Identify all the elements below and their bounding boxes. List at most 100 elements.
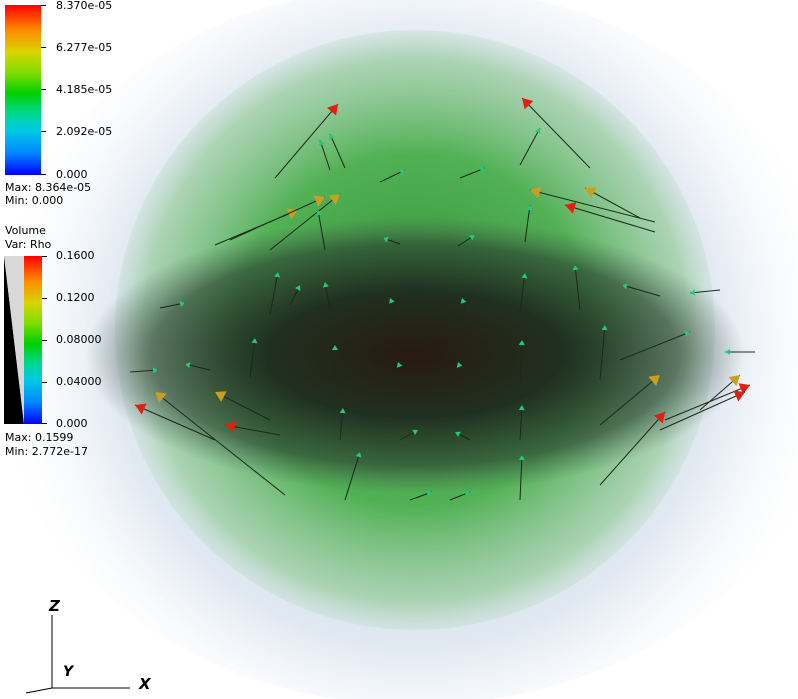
vector-arrowhead <box>315 210 322 216</box>
tick-mark <box>42 256 47 257</box>
vector-arrowhead <box>329 134 335 140</box>
volume-tick-label: 0.000 <box>56 417 88 430</box>
tick-mark <box>41 89 46 90</box>
vector-shaft <box>519 127 541 166</box>
vector-arrowhead <box>684 331 690 337</box>
vector-shaft <box>274 103 339 179</box>
tick-mark <box>41 47 46 48</box>
vector-shaft <box>574 264 581 311</box>
vector-glyphs <box>129 97 755 501</box>
vector-arrowhead <box>322 282 329 288</box>
vector-shaft <box>344 451 361 501</box>
vector-tick-label: 2.092e-05 <box>56 125 113 138</box>
vector-shaft <box>329 133 346 169</box>
vector-arrowhead <box>251 338 258 344</box>
volume-tick-label: 0.04000 <box>56 375 102 388</box>
vector-arrowhead <box>460 298 467 304</box>
vector-arrowhead <box>455 431 461 437</box>
vector-arrowhead <box>518 340 525 346</box>
vector-arrowhead <box>339 408 346 414</box>
vector-colorbar <box>5 5 41 175</box>
vector-arrowhead <box>399 169 405 175</box>
vector-arrowhead <box>318 140 325 146</box>
vector-arrowhead <box>412 429 418 436</box>
vector-shaft <box>229 196 326 241</box>
vector-arrowhead <box>738 383 750 395</box>
volume-tick-label: 0.08000 <box>56 333 102 346</box>
vector-tick-label: 4.185e-05 <box>56 83 113 96</box>
vector-arrowhead <box>469 235 475 241</box>
vector-shaft <box>524 204 531 243</box>
vector-arrowhead <box>328 194 340 205</box>
vector-arrowhead <box>225 420 236 433</box>
vector-arrowhead <box>135 403 147 415</box>
tick-mark <box>42 340 47 341</box>
vector-arrowhead <box>522 98 534 110</box>
vector-arrowhead <box>152 367 158 374</box>
vector-arrowhead <box>286 208 298 220</box>
vector-shaft <box>519 404 523 441</box>
y-axis-line <box>25 687 53 694</box>
vector-shaft <box>319 139 331 171</box>
volume-tick-label: 0.1200 <box>56 291 95 304</box>
dark-core-band <box>75 205 755 505</box>
vector-arrowhead <box>518 405 525 411</box>
tick-mark <box>42 423 47 424</box>
vector-shaft <box>134 404 216 441</box>
vector-arrowhead <box>601 325 608 331</box>
vector-arrowhead <box>725 349 730 355</box>
vector-arrowhead <box>690 289 696 296</box>
volume-max-label: Max: 0.1599 <box>5 431 74 444</box>
vector-min-label: Min: 0.000 <box>5 194 64 207</box>
vector-shaft <box>529 189 656 223</box>
vector-arrowhead <box>622 283 628 290</box>
volume-colorbar <box>24 256 42 424</box>
z-axis-label: Z <box>49 597 60 615</box>
vector-arrowhead <box>355 452 362 458</box>
vector-shaft <box>249 337 256 379</box>
vector-arrowhead <box>648 375 660 387</box>
vector-arrowhead <box>572 265 579 271</box>
vector-shaft <box>664 384 751 421</box>
vector-shaft <box>584 187 641 219</box>
vector-shaft <box>269 193 341 251</box>
volume-opacity-ramp <box>4 256 24 424</box>
vector-arrowhead <box>396 362 403 368</box>
vector-shaft <box>317 209 326 251</box>
vector-max-label: Max: 8.364e-05 <box>5 181 92 194</box>
vector-arrowhead <box>332 345 338 350</box>
vector-shaft <box>214 391 271 421</box>
vector-arrowhead <box>518 455 525 461</box>
vector-arrowhead <box>733 390 745 402</box>
vector-arrowhead <box>274 272 281 278</box>
vector-tick-label: 0.000 <box>56 168 88 181</box>
vector-shaft <box>339 407 344 441</box>
vector-shaft <box>269 271 279 316</box>
vector-arrowhead <box>653 412 665 424</box>
vector-shaft <box>564 204 656 233</box>
vector-shaft <box>519 272 526 313</box>
vector-arrowhead <box>155 392 167 403</box>
y-axis-label: Y <box>63 664 74 680</box>
vector-arrowhead <box>728 375 740 387</box>
tick-mark <box>41 5 46 6</box>
vector-shaft <box>521 97 591 169</box>
vector-arrowhead <box>464 491 470 497</box>
vector-arrowhead <box>526 205 533 211</box>
vector-shaft <box>154 391 286 496</box>
vector-arrowhead <box>215 391 227 402</box>
vector-tick-label: 6.277e-05 <box>56 41 113 54</box>
vector-arrowhead <box>565 202 577 214</box>
vector-arrowhead <box>521 273 528 279</box>
vector-arrowhead <box>426 490 432 497</box>
vector-arrowhead <box>534 128 541 134</box>
vector-arrowhead <box>383 236 389 243</box>
vector-shaft <box>519 454 523 501</box>
vector-arrowhead <box>530 186 542 199</box>
vector-arrowhead <box>456 362 463 368</box>
x-axis-label: X <box>139 675 151 693</box>
volume-min-label: Min: 2.772e-17 <box>5 445 88 458</box>
